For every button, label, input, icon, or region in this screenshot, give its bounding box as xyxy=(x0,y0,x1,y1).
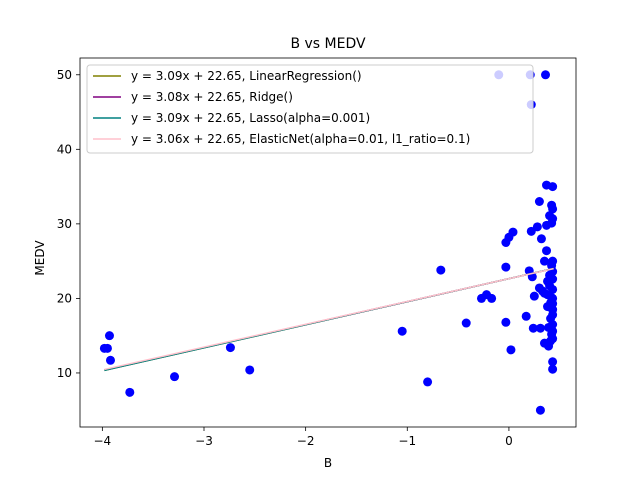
data-point xyxy=(501,317,511,327)
legend-entry-3: y = 3.09x + 22.65, Lasso(alpha=0.001) xyxy=(131,111,370,125)
data-point xyxy=(521,311,531,321)
data-point xyxy=(548,357,558,367)
data-point xyxy=(529,291,539,301)
axes-border xyxy=(79,57,577,428)
y-tick-label: 20 xyxy=(57,291,72,305)
data-point xyxy=(245,365,255,375)
legend-entry-1: y = 3.09x + 22.65, LinearRegression() xyxy=(131,69,362,83)
x-tick-label: −4 xyxy=(94,434,112,448)
y-tick-label: 10 xyxy=(57,366,72,380)
data-point xyxy=(508,227,518,237)
regression-lines xyxy=(104,267,554,372)
data-point xyxy=(423,377,433,387)
data-point xyxy=(104,331,114,341)
x-tick-label: −2 xyxy=(297,434,315,448)
x-axis-label: B xyxy=(324,456,332,470)
data-point xyxy=(539,256,549,266)
x-tick-label: −1 xyxy=(398,434,416,448)
data-point xyxy=(487,293,497,303)
data-point xyxy=(548,256,558,266)
data-point xyxy=(548,284,558,294)
data-point xyxy=(548,310,558,320)
data-point xyxy=(397,326,407,336)
data-point xyxy=(548,274,558,284)
y-tick-label: 50 xyxy=(57,68,72,82)
x-axis-ticks: −4 −3 −2 −1 0 xyxy=(94,427,513,448)
data-point xyxy=(436,265,446,275)
axes-frame xyxy=(79,57,577,428)
data-point xyxy=(506,345,516,355)
y-tick-label: 30 xyxy=(57,217,72,231)
plot-area xyxy=(99,70,558,415)
data-point xyxy=(105,355,115,365)
data-point xyxy=(548,214,558,224)
data-point xyxy=(548,326,558,336)
data-point xyxy=(534,197,544,206)
data-point xyxy=(125,387,135,397)
x-tick-label: −3 xyxy=(195,434,213,448)
chart-title: B vs MEDV xyxy=(290,36,366,52)
regression-line-4 xyxy=(104,267,554,371)
legend-box xyxy=(86,64,534,154)
data-point xyxy=(541,70,551,80)
legend-entry-2: y = 3.08x + 22.65, Ridge() xyxy=(131,90,293,104)
data-point xyxy=(225,343,235,353)
data-point xyxy=(548,182,558,192)
data-point xyxy=(528,323,538,333)
data-point xyxy=(548,334,558,344)
data-point xyxy=(532,222,542,232)
data-point xyxy=(501,262,511,272)
y-axis-label: MEDV xyxy=(33,240,47,276)
data-point xyxy=(548,364,558,374)
data-point xyxy=(461,318,471,328)
y-tick-label: 40 xyxy=(57,142,72,156)
data-point xyxy=(548,320,558,329)
legend-entry-4: y = 3.06x + 22.65, ElasticNet(alpha=0.01… xyxy=(131,132,470,146)
data-point xyxy=(548,204,558,214)
data-point xyxy=(535,405,545,415)
y-axis-ticks: 10 20 30 40 50 xyxy=(57,68,80,380)
data-point xyxy=(99,343,109,353)
data-point xyxy=(535,323,545,333)
x-tick-label: 0 xyxy=(505,434,513,448)
data-point xyxy=(170,372,180,382)
data-point xyxy=(542,246,552,256)
legend: y = 3.09x + 22.65, LinearRegression() y =… xyxy=(86,64,534,154)
data-point xyxy=(536,234,546,244)
